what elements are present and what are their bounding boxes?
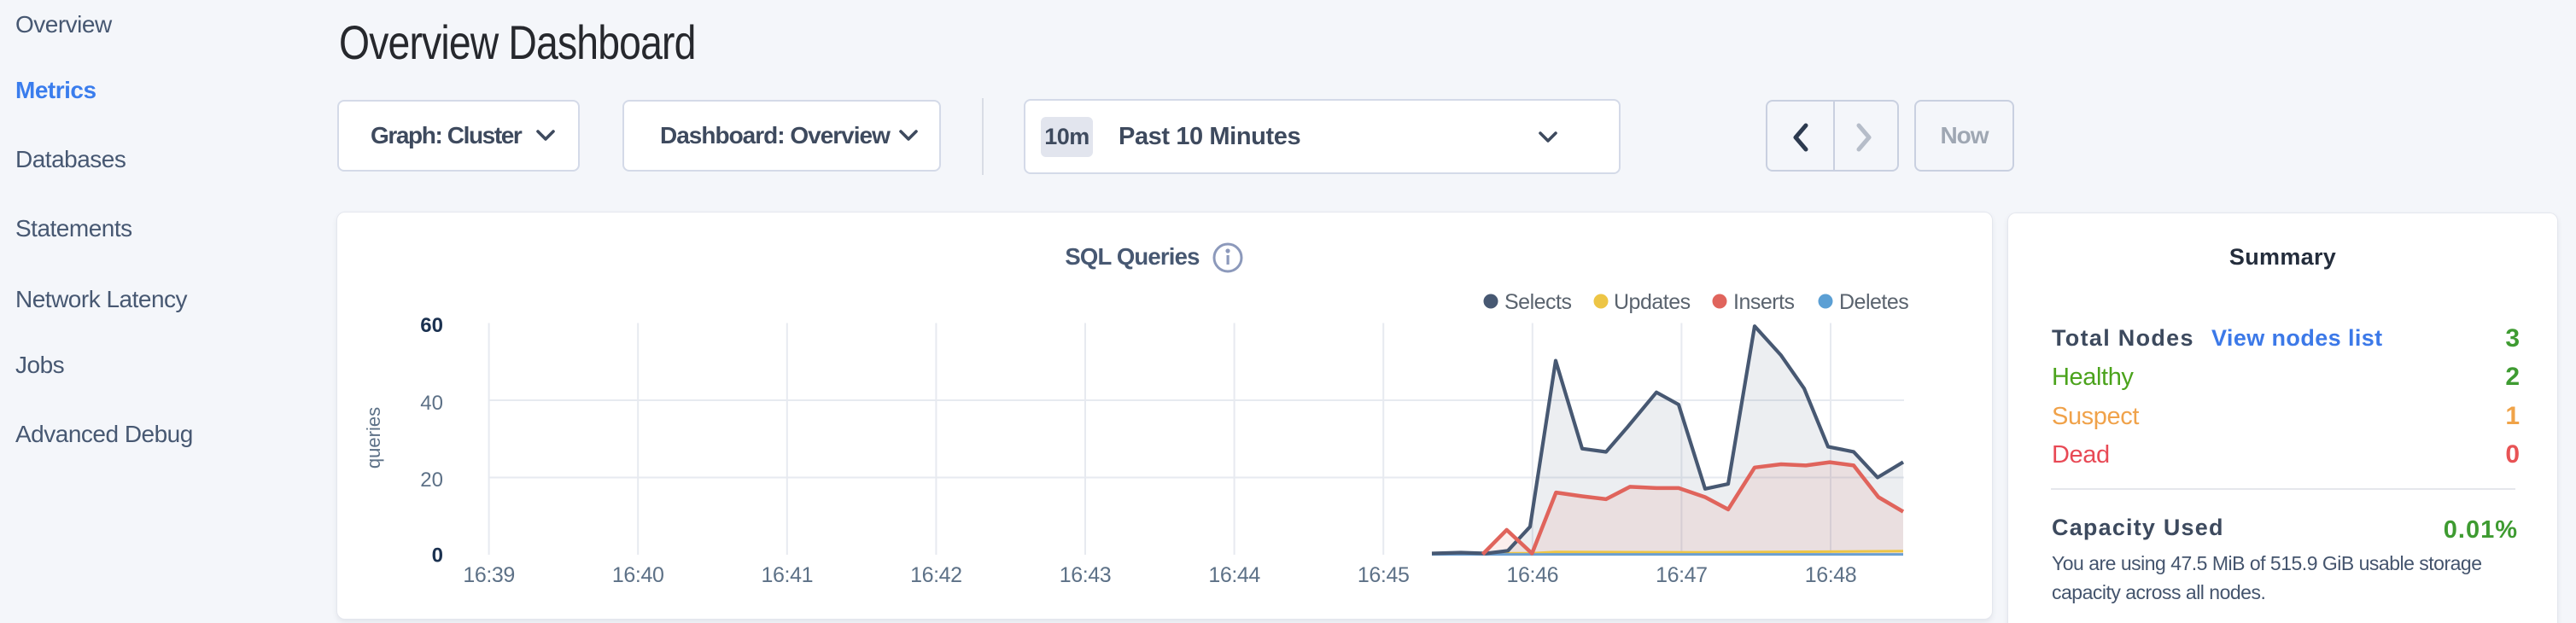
svg-text:40: 40	[420, 392, 443, 415]
svg-text:16:40: 16:40	[612, 563, 664, 587]
svg-text:16:39: 16:39	[463, 563, 515, 587]
svg-text:16:45: 16:45	[1358, 563, 1410, 587]
svg-text:Deletes: Deletes	[1839, 290, 1908, 314]
svg-text:16:46: 16:46	[1507, 563, 1559, 587]
svg-text:0: 0	[432, 544, 443, 568]
svg-text:Inserts: Inserts	[1733, 290, 1795, 314]
svg-text:SQL Queries: SQL Queries	[1065, 243, 1200, 270]
svg-text:60: 60	[420, 314, 443, 337]
svg-text:20: 20	[420, 469, 443, 492]
svg-text:16:44: 16:44	[1208, 563, 1260, 587]
svg-text:16:41: 16:41	[762, 563, 814, 587]
svg-text:16:42: 16:42	[910, 563, 962, 587]
svg-text:16:48: 16:48	[1805, 563, 1857, 587]
svg-text:16:43: 16:43	[1060, 563, 1112, 587]
svg-text:Updates: Updates	[1614, 290, 1691, 314]
svg-text:Selects: Selects	[1504, 290, 1571, 314]
svg-text:16:47: 16:47	[1656, 563, 1708, 587]
svg-text:queries: queries	[363, 407, 384, 469]
